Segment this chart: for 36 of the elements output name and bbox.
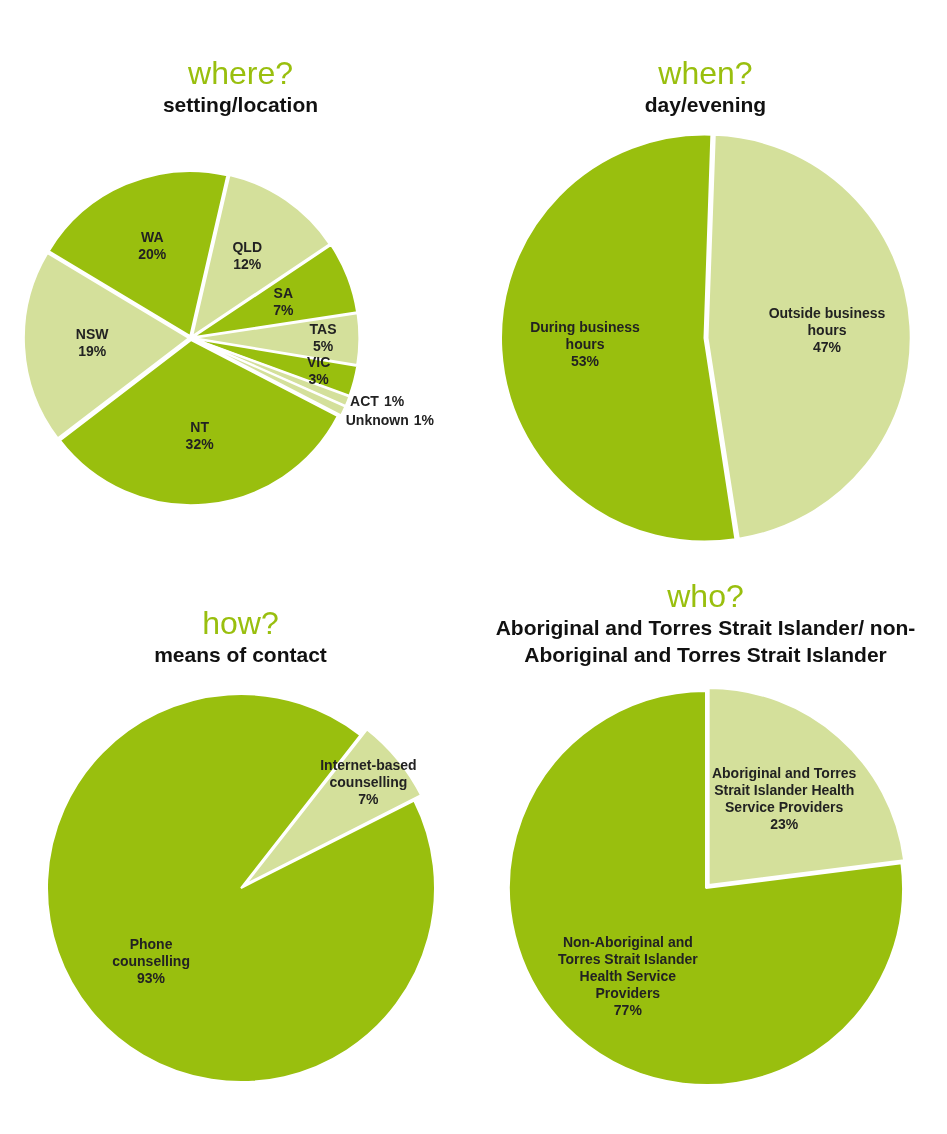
chart-title: who? — [667, 578, 744, 614]
data-label: 23% — [769, 815, 799, 832]
slice-label: QLD — [231, 238, 262, 255]
data-label: 1% — [383, 393, 405, 410]
slice-label: NT — [189, 418, 209, 435]
slice-label: ACT — [349, 393, 379, 410]
slice-label: TAS — [309, 321, 336, 338]
data-label: 5% — [312, 338, 334, 355]
data-label: 20% — [137, 246, 167, 263]
slice-label: SA — [273, 284, 293, 301]
chart-subtitle: day/evening — [644, 92, 767, 118]
slice-label: Phone counselling — [111, 935, 190, 969]
slice-label: WA — [140, 229, 164, 246]
slice-label: Outside business hours — [768, 304, 886, 338]
data-label: 3% — [308, 371, 329, 388]
chart-subtitle: setting/location — [162, 92, 319, 118]
data-label: 7% — [272, 301, 294, 318]
data-label: 19% — [77, 342, 107, 359]
data-label: 77% — [613, 1001, 642, 1018]
data-label: 32% — [185, 435, 214, 452]
chart-subtitle: means of contact — [154, 642, 327, 668]
data-label: 47% — [812, 338, 842, 355]
chart-subtitle: Aboriginal and Torres Strait Islander/ non-Aboriginal and Torres Strait Islander — [494, 615, 917, 668]
slice-label: Non-Aboriginal and Torres Strait Islander Health Service Providers — [557, 933, 698, 1001]
slice-label: NSW — [75, 325, 109, 342]
data-label: 93% — [136, 969, 166, 986]
data-label: 12% — [232, 255, 262, 272]
chart-title: where? — [188, 55, 293, 91]
chart-title: how? — [202, 605, 279, 641]
data-label: 53% — [570, 353, 600, 370]
slice-label: Unknown — [345, 412, 409, 429]
chart-title: when? — [658, 55, 753, 91]
data-label: 7% — [357, 791, 379, 808]
slice-label: Aboriginal and Torres Strait Islander Health Service Providers — [711, 764, 857, 815]
slice-label: During business hours — [529, 319, 640, 353]
data-label: 1% — [413, 412, 435, 429]
